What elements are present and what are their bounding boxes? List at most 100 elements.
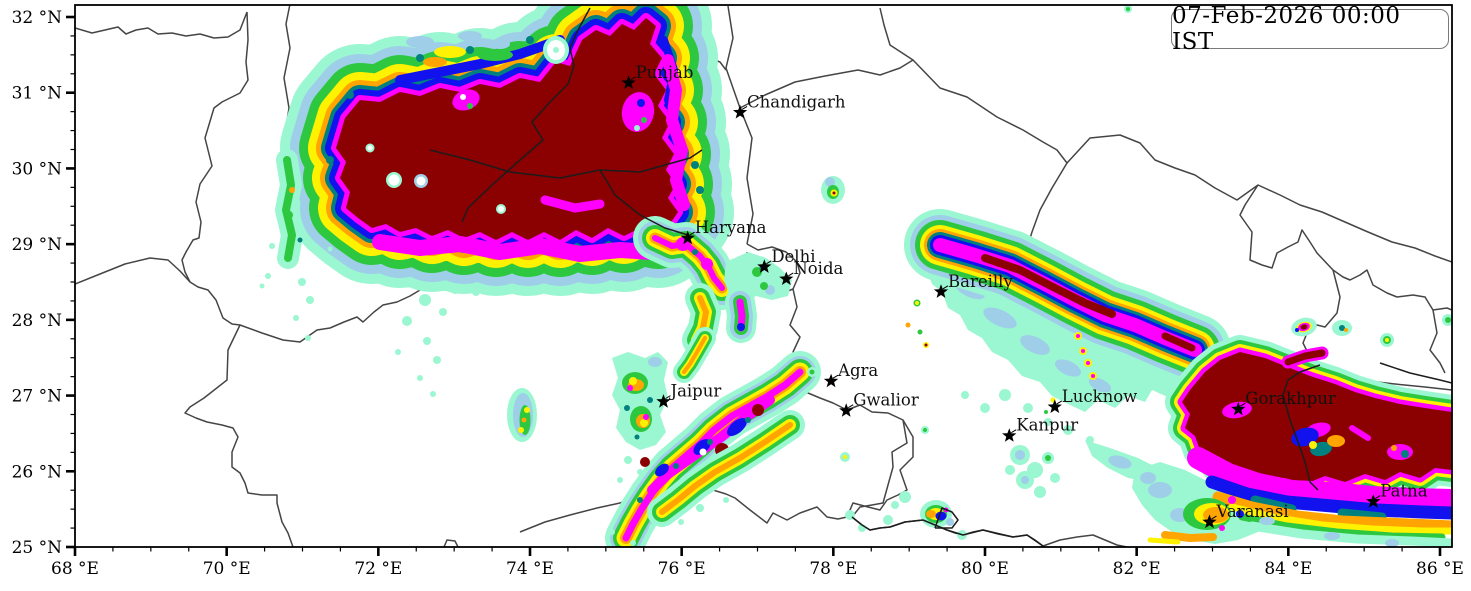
x-tick-label: 70 °E [203, 559, 251, 579]
contour-dot [1015, 450, 1025, 460]
contour-dot [1044, 410, 1048, 414]
city-marker-noida [779, 271, 794, 285]
contour-dot [917, 329, 923, 335]
timestamp-badge: 07-Feb-2026 00:00 IST [1171, 3, 1449, 55]
city-label-bareilly: Bareilly [948, 272, 1013, 291]
y-tick-label: 32 °N [12, 8, 63, 28]
city-marker-agra [823, 373, 839, 388]
contour-dot [924, 343, 928, 347]
contour-dot [417, 375, 423, 381]
city-label-chandigarh: Chandigarh [747, 92, 846, 111]
contour-dot [1401, 450, 1409, 458]
contour-dot [467, 103, 473, 109]
city-leader-lucknow [1056, 400, 1063, 405]
city-leader-punjab [630, 76, 636, 81]
contour-dot [999, 389, 1011, 401]
city-label-patna: Patna [1380, 482, 1427, 501]
city-marker-kanpur [1002, 428, 1017, 442]
plot-frame [74, 4, 1453, 548]
contour-dot [696, 186, 704, 194]
contour-dot [451, 286, 459, 294]
contour-ellipse [1324, 532, 1340, 540]
contour-dot [367, 145, 373, 151]
contour-line [1247, 521, 1452, 547]
city-label-haryana: Haryana [695, 218, 767, 237]
city-label-lucknow: Lucknow [1062, 387, 1138, 406]
contour-dot [327, 246, 333, 252]
x-tick-label: 72 °E [354, 559, 402, 579]
border-line-11 [1066, 134, 1452, 311]
contour-dot [395, 349, 401, 355]
city-leader-agra [832, 374, 839, 379]
x-tick-label: 84 °E [1264, 559, 1312, 579]
city-leader-haryana [689, 231, 695, 236]
contour-dot [433, 356, 441, 364]
contour-dot [430, 391, 436, 397]
contour-dot [980, 403, 990, 413]
contour-ellipse [1148, 482, 1172, 498]
x-tick-label: 68 °E [51, 559, 99, 579]
contour-dot [696, 504, 704, 512]
x-tick-label: 78 °E [809, 559, 857, 579]
city-leader-jaipur [665, 395, 671, 400]
contour-dot [915, 301, 919, 305]
state-border-line-5 [851, 516, 1044, 547]
contour-dot [416, 176, 426, 186]
contour-dot [388, 174, 400, 186]
contour-dot [701, 258, 713, 270]
contour-dot [498, 206, 504, 212]
contour-ellipse [926, 510, 936, 518]
contour-dot [723, 497, 729, 503]
city-marker-gwalior [839, 403, 854, 417]
city-leader-delhi [766, 260, 772, 265]
y-tick-label: 27 °N [12, 387, 63, 407]
contour-ellipse [1387, 444, 1413, 460]
y-tick-label: 26 °N [12, 462, 63, 482]
contour-dot [518, 427, 524, 433]
border-line-16 [851, 419, 1128, 547]
contour-dot [641, 117, 647, 123]
contour-dot [624, 405, 630, 411]
contour-dot [1391, 445, 1397, 451]
contour-dot [752, 404, 764, 416]
contour-dot [1295, 328, 1299, 332]
contour-ellipse [1088, 377, 1112, 393]
contour-dot [1005, 465, 1015, 475]
contour-dot [673, 463, 679, 469]
x-tick-label: 82 °E [1113, 559, 1161, 579]
contour-dot [460, 94, 466, 100]
state-border-line-0 [461, 7, 591, 223]
contour-band [682, 336, 707, 374]
x-tick-label: 80 °E [961, 559, 1009, 579]
contour-dot [439, 308, 447, 316]
contour-ellipse [1327, 435, 1345, 447]
city-marker-bareilly [933, 284, 949, 298]
contour-ellipse [458, 31, 482, 41]
contour-ellipse [477, 49, 513, 61]
city-leader-chandigarh [741, 105, 748, 110]
contour-line [395, 35, 565, 85]
contour-line [1147, 537, 1181, 545]
x-tick-label: 86 °E [1416, 559, 1464, 579]
contour-ellipse [406, 36, 434, 48]
contour-line [1284, 349, 1326, 366]
contour-dot [832, 191, 836, 195]
city-marker-chandigarh [732, 104, 748, 119]
y-tick-label: 30 °N [12, 159, 63, 179]
contour-dot [1021, 476, 1029, 484]
contour-dot [269, 243, 275, 249]
contour-dot [629, 377, 637, 385]
contour-dot [1076, 334, 1080, 338]
contour-dot [1023, 403, 1033, 413]
city-leader-kanpur [1011, 429, 1017, 434]
contour-line [1228, 503, 1452, 535]
contour-dot [640, 457, 650, 467]
contour-dot [825, 177, 835, 187]
city-marker-delhi [757, 259, 772, 273]
y-tick-label: 29 °N [12, 235, 63, 255]
y-tick-label: 31 °N [12, 84, 63, 104]
contour-dot [278, 249, 284, 255]
